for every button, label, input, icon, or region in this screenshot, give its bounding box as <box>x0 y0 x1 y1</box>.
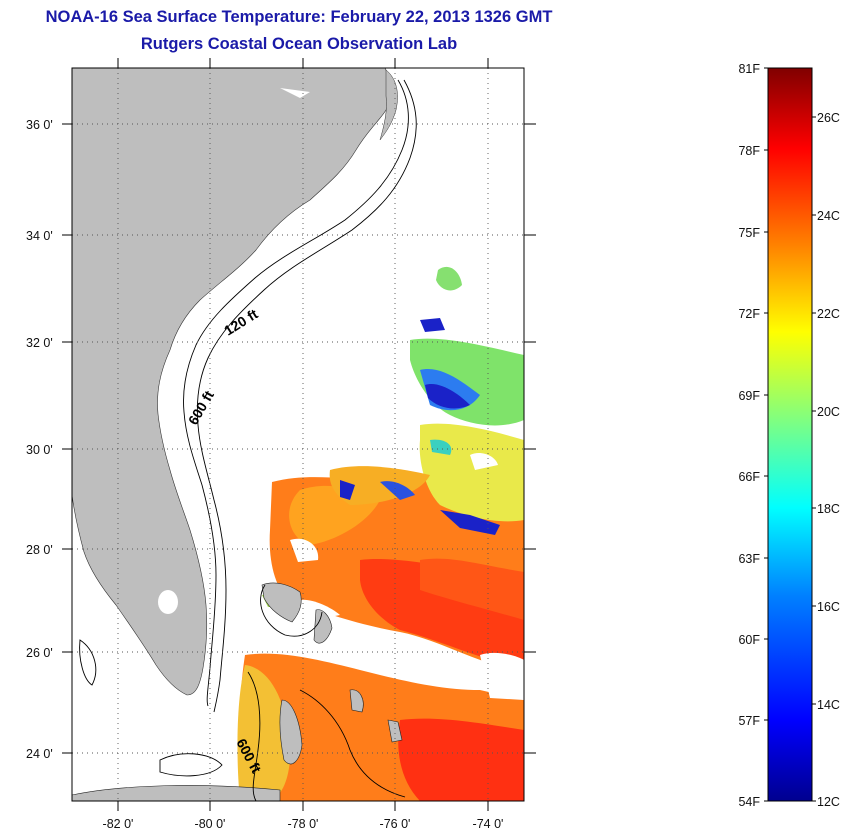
colorbar-f-label: 81F <box>738 62 760 76</box>
colorbar-f-label: 78F <box>738 144 760 158</box>
map-grid <box>72 68 524 801</box>
colorbar-c-label: 24C <box>817 209 840 223</box>
colorbar-c-label: 18C <box>817 502 840 516</box>
isobath-lines <box>79 79 417 801</box>
lon-label: -80 0' <box>195 817 226 831</box>
lat-label: 32 0' <box>26 336 53 350</box>
colorbar-c-label: 22C <box>817 307 840 321</box>
colorbar-c-label: 26C <box>817 111 840 125</box>
lat-label: 36 0' <box>26 118 53 132</box>
colorbar-f-label: 60F <box>738 633 760 647</box>
lon-label: -82 0' <box>103 817 134 831</box>
longitude-labels: -82 0' -80 0' -78 0' -76 0' -74 0' <box>103 817 504 831</box>
map-plot-area <box>72 68 524 801</box>
map-frame <box>71 67 525 802</box>
lon-label: -78 0' <box>288 817 319 831</box>
lon-label: -76 0' <box>380 817 411 831</box>
lat-label: 28 0' <box>26 543 53 557</box>
colorbar-f-label: 66F <box>738 470 760 484</box>
colorbar-c-label: 12C <box>817 795 840 809</box>
colorbar-gradient <box>767 67 813 802</box>
colorbar-f-label: 57F <box>738 714 760 728</box>
colorbar-f-label: 54F <box>738 795 760 809</box>
map-ticks <box>62 58 536 811</box>
colorbar: 81F 78F 75F 72F 69F 66F 63F 60F 57F 54F … <box>738 62 839 809</box>
lat-label: 34 0' <box>26 229 53 243</box>
sst-data-layer <box>237 266 524 801</box>
colorbar-f-label: 63F <box>738 552 760 566</box>
lat-label: 30 0' <box>26 443 53 457</box>
colorbar-f-label: 69F <box>738 389 760 403</box>
latitude-labels: 36 0' 34 0' 32 0' 30 0' 28 0' 26 0' 24 0… <box>26 118 53 761</box>
land-layer <box>72 68 403 801</box>
map-title: NOAA-16 Sea Surface Temperature: Februar… <box>45 8 553 26</box>
map-subtitle: Rutgers Coastal Ocean Observation Lab <box>140 35 458 53</box>
lat-label: 26 0' <box>26 646 53 660</box>
lat-label: 24 0' <box>26 747 53 761</box>
colorbar-f-label: 75F <box>738 226 760 240</box>
colorbar-f-label: 72F <box>738 307 760 321</box>
colorbar-c-label: 14C <box>817 698 840 712</box>
lon-label: -74 0' <box>473 817 504 831</box>
colorbar-c-label: 16C <box>817 600 840 614</box>
colorbar-c-label: 20C <box>817 405 840 419</box>
